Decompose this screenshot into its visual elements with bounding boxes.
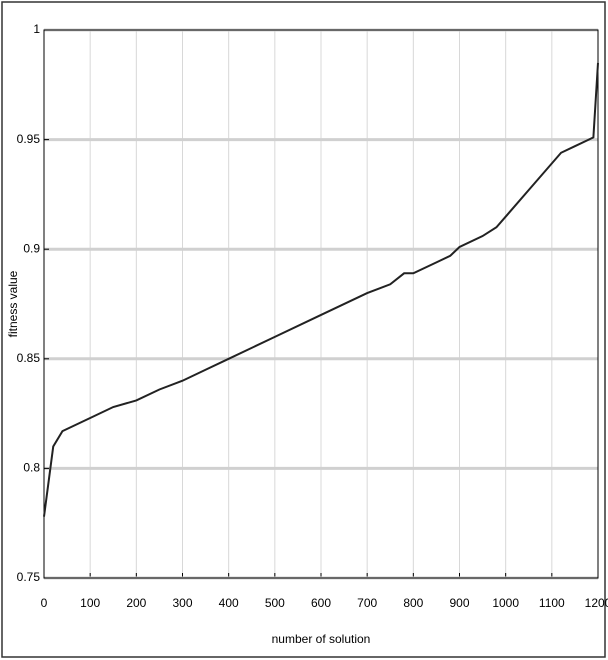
x-tick-label: 1000 — [492, 596, 519, 610]
x-tick-label: 600 — [311, 596, 331, 610]
x-tick-label: 200 — [126, 596, 146, 610]
x-axis-label: number of solution — [272, 632, 371, 646]
x-tick-label: 500 — [265, 596, 285, 610]
x-tick-label: 0 — [41, 596, 48, 610]
y-tick-label: 0.95 — [17, 132, 41, 146]
x-tick-label: 300 — [172, 596, 192, 610]
x-tick-label: 400 — [219, 596, 239, 610]
y-tick-label: 0.9 — [23, 241, 40, 255]
x-tick-label: 700 — [357, 596, 377, 610]
y-tick-label: 1 — [33, 22, 40, 36]
x-tick-label: 900 — [449, 596, 469, 610]
x-tick-label: 1100 — [539, 596, 565, 610]
plot-area — [43, 29, 599, 579]
x-tick-label: 100 — [80, 596, 100, 610]
y-tick-label: 0.75 — [17, 570, 41, 584]
y-axis-label: fitness value — [6, 270, 20, 337]
y-tick-label: 0.8 — [23, 461, 40, 475]
y-tick-label: 0.85 — [17, 351, 41, 365]
line — [43, 62, 599, 517]
x-tick-label: 800 — [403, 596, 423, 610]
